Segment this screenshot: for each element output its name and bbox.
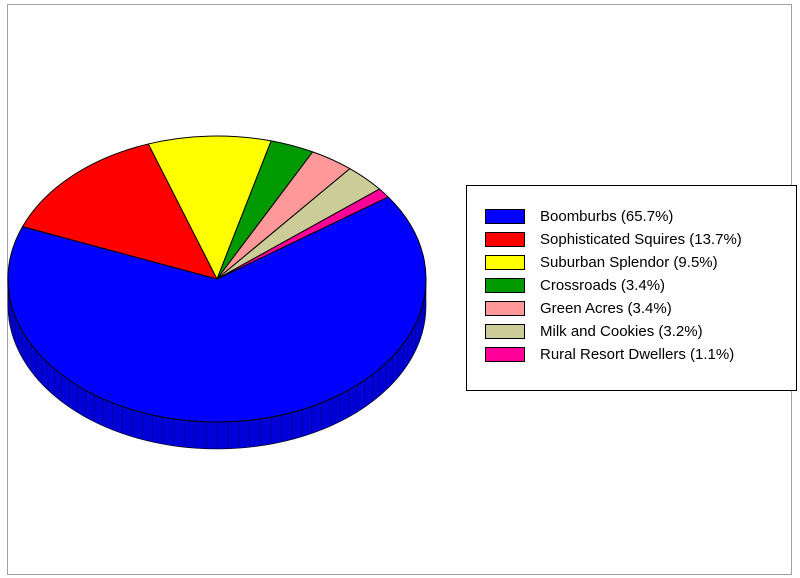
legend-swatch bbox=[485, 347, 525, 362]
legend-label: Sophisticated Squires (13.7%) bbox=[540, 231, 742, 248]
legend-item: Green Acres (3.4%) bbox=[485, 297, 796, 320]
legend-label: Rural Resort Dwellers (1.1%) bbox=[540, 346, 735, 363]
legend-label: Green Acres (3.4%) bbox=[540, 300, 672, 317]
pie-slice-1 bbox=[22, 143, 218, 280]
legend-label: Crossroads (3.4%) bbox=[540, 277, 666, 294]
legend-label: Suburban Splendor (9.5%) bbox=[540, 254, 718, 271]
legend-swatch bbox=[485, 278, 525, 293]
legend: Boomburbs (65.7%) Sophisticated Squires (… bbox=[466, 185, 797, 391]
legend-swatch bbox=[485, 232, 525, 247]
legend-item: Suburban Splendor (9.5%) bbox=[485, 251, 796, 274]
pie-slice-0 bbox=[7, 196, 427, 423]
legend-swatch bbox=[485, 209, 525, 224]
legend-item: Sophisticated Squires (13.7%) bbox=[485, 228, 796, 251]
legend-item: Crossroads (3.4%) bbox=[485, 274, 796, 297]
pie-slice-2 bbox=[147, 135, 272, 280]
legend-label: Milk and Cookies (3.2%) bbox=[540, 323, 703, 340]
pie-top bbox=[7, 135, 427, 423]
legend-item: Milk and Cookies (3.2%) bbox=[485, 320, 796, 343]
legend-item: Rural Resort Dwellers (1.1%) bbox=[485, 343, 796, 366]
legend-swatch bbox=[485, 301, 525, 316]
legend-swatch bbox=[485, 255, 525, 270]
legend-item: Boomburbs (65.7%) bbox=[485, 205, 796, 228]
legend-swatch bbox=[485, 324, 525, 339]
legend-label: Boomburbs (65.7%) bbox=[540, 208, 674, 225]
pie-slice-6 bbox=[216, 188, 389, 280]
